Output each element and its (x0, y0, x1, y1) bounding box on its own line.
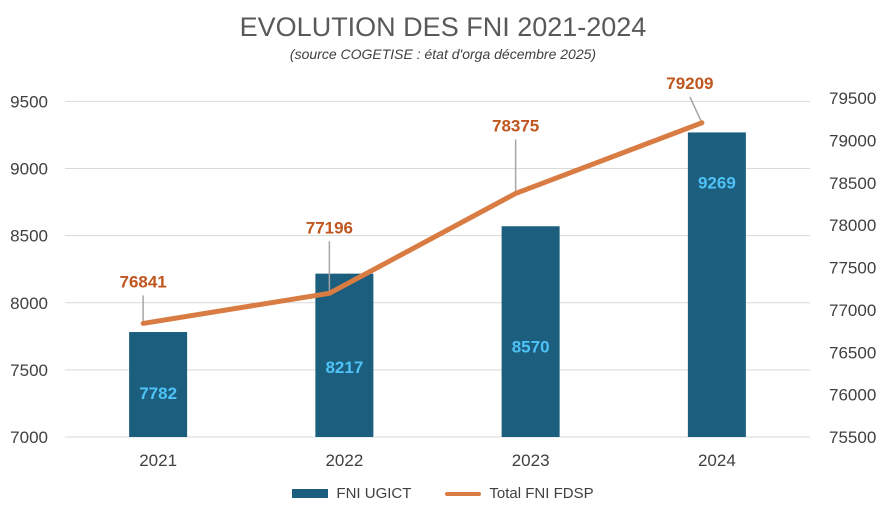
right-axis-tick-label: 77000 (829, 301, 876, 320)
legend-label-fni-ugict: FNI UGICT (336, 485, 412, 502)
chart-subtitle: (source COGETISE : état d'orga décembre … (289, 46, 597, 62)
data-label-total-fni-fdsp: 76841 (119, 272, 166, 291)
right-axis-tick-label: 79000 (829, 132, 876, 151)
legend-item-fni-ugict: FNI UGICT (292, 485, 411, 502)
x-axis-tick-label: 2022 (325, 451, 363, 470)
legend-item-total-fni-fdsp: Total FNI FDSP (445, 485, 594, 502)
chart-title: EVOLUTION DES FNI 2021-2024 (239, 12, 647, 42)
data-label-fni-ugict: 8570 (512, 337, 550, 356)
bar-fni-ugict (501, 226, 560, 437)
right-axis-tick-label: 78000 (829, 216, 876, 235)
x-axis-tick-label: 2023 (512, 451, 550, 470)
data-label-leader (689, 96, 703, 124)
bar-fni-ugict (687, 132, 746, 437)
bar-fni-ugict (129, 332, 188, 437)
right-axis-tick-label: 79500 (829, 89, 876, 108)
data-label-fni-ugict: 9269 (698, 173, 736, 192)
left-axis-tick-label: 9500 (10, 92, 48, 111)
legend-swatch-bar (292, 489, 329, 498)
data-label-total-fni-fdsp: 77196 (306, 218, 353, 237)
data-label-total-fni-fdsp: 78375 (492, 116, 539, 135)
data-label-fni-ugict: 8217 (325, 358, 363, 377)
right-axis-tick-label: 75500 (829, 428, 876, 447)
x-axis-tick-label: 2024 (698, 451, 736, 470)
left-axis-tick-label: 7500 (10, 361, 48, 380)
legend-label-total-fni-fdsp: Total FNI FDSP (489, 485, 594, 502)
legend: FNI UGICT Total FNI FDSP (0, 485, 886, 502)
right-axis-tick-label: 78500 (829, 174, 876, 193)
left-axis-tick-label: 8500 (10, 227, 48, 246)
data-label-fni-ugict: 7782 (139, 384, 177, 403)
data-label-total-fni-fdsp: 79209 (666, 74, 713, 93)
left-axis-tick-label: 7000 (10, 428, 48, 447)
line-total-fni-fdsp (140, 120, 705, 326)
legend-swatch-line (445, 491, 482, 496)
right-axis-tick-label: 77500 (829, 259, 876, 278)
left-axis-tick-label: 8000 (10, 294, 48, 313)
left-axis-tick-label: 9000 (10, 160, 48, 179)
right-axis-tick-label: 76000 (829, 386, 876, 405)
x-axis-tick-label: 2021 (139, 451, 177, 470)
bar-fni-ugict (315, 273, 374, 437)
right-axis-tick-label: 76500 (829, 343, 876, 362)
